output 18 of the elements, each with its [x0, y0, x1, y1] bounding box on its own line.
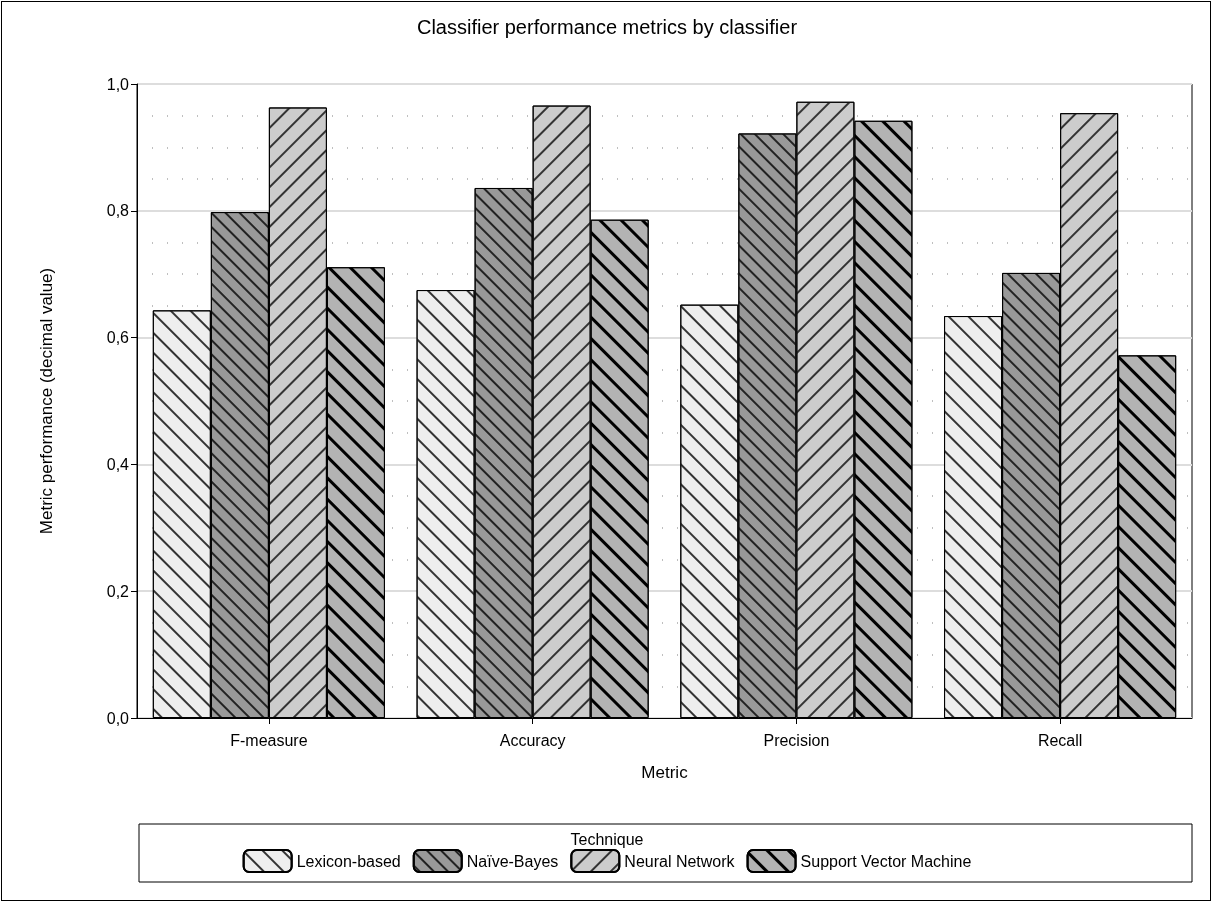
x-axis-title: Metric — [641, 763, 689, 782]
y-tick-label: 0,6 — [106, 329, 130, 347]
chart-title: Classifier performance metrics by classifier — [416, 16, 798, 38]
y-tick-label: 0,4 — [106, 455, 130, 473]
y-tick-label: 0,8 — [106, 202, 130, 220]
y-tick-label: 0,0 — [106, 709, 130, 727]
y-tick-label: 0,2 — [106, 582, 130, 600]
y-axis-title: Metric performance (decimal value) — [37, 267, 56, 535]
x-tick-label: Precision — [763, 731, 830, 749]
x-tick-label: Recall — [1037, 731, 1083, 749]
x-tick-label: F-measure — [230, 731, 308, 749]
x-tick-label: Accuracy — [499, 731, 566, 749]
legend-label: Neural Network — [624, 852, 736, 870]
legend-label: Naïve-Bayes — [466, 852, 559, 870]
legend-label: Lexicon-based — [296, 852, 401, 870]
y-tick-label: 1,0 — [106, 75, 130, 93]
legend-title: Technique — [570, 830, 644, 848]
legend-label: Support Vector Machine — [800, 852, 972, 870]
